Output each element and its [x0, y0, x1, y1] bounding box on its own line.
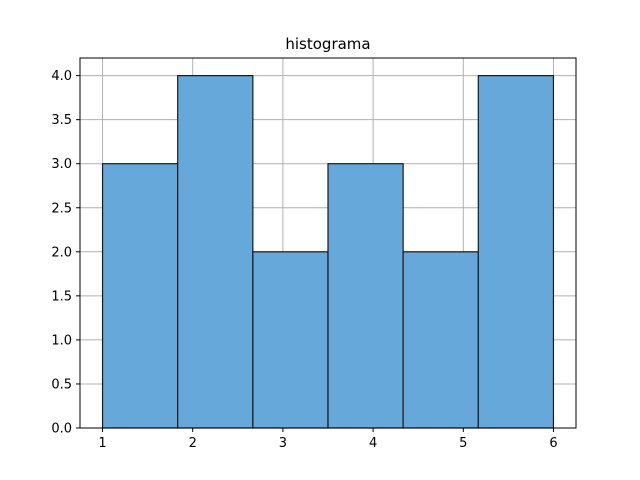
- histogram-bar-4: [327, 163, 404, 429]
- x-axis-ticks: 1 2 3 4 5 6: [98, 428, 558, 451]
- histogram-bar-6: [477, 75, 555, 429]
- y-tick-label: 0.0: [51, 422, 72, 437]
- histogram-bar-5: [402, 251, 479, 429]
- axes-frame: [79, 57, 577, 429]
- x-tick-label: 4: [369, 436, 377, 451]
- bars: [101, 75, 555, 429]
- chart-title: histograma: [285, 35, 370, 53]
- y-tick-label: 4.0: [51, 69, 72, 84]
- x-tick-label: 6: [549, 436, 557, 451]
- x-tick-label: 2: [189, 436, 197, 451]
- histogram-bar-2: [177, 75, 254, 429]
- y-tick-label: 0.5: [51, 377, 72, 392]
- histogram-bar-1: [101, 163, 179, 429]
- y-tick-label: 3.0: [51, 157, 72, 172]
- y-tick-label: 1.5: [51, 289, 72, 304]
- y-tick-label: 2.5: [51, 201, 72, 216]
- y-tick-label: 1.0: [51, 333, 72, 348]
- y-tick-label: 3.5: [51, 113, 72, 128]
- x-tick-label: 1: [98, 436, 106, 451]
- y-axis-ticks: 0.0 0.5 1.0 1.5 2.0 2.5 3.0 3.5 4.0: [51, 69, 80, 437]
- histogram-bar-3: [252, 251, 329, 429]
- x-tick-label: 5: [459, 436, 467, 451]
- x-tick-label: 3: [279, 436, 287, 451]
- y-tick-label: 2.0: [51, 245, 72, 260]
